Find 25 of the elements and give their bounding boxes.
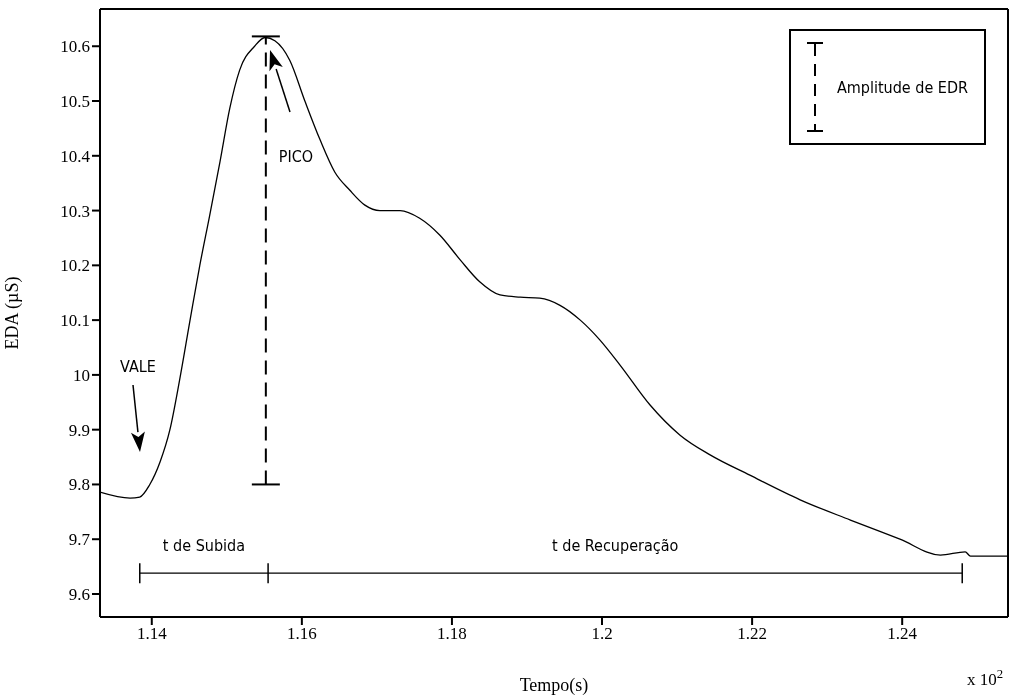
y-tick-label: 10.6 — [60, 37, 90, 57]
x-tick-label: 1.18 — [437, 624, 467, 644]
text: Amplitude de EDR — [836, 77, 968, 97]
y-tick-label: 9.8 — [68, 475, 90, 495]
y-tick-label: 10.4 — [60, 146, 91, 166]
x-tick-label: 1.16 — [286, 624, 317, 644]
y-tick-label: 9.9 — [68, 420, 90, 440]
y-tick-label: 10.1 — [60, 311, 90, 331]
text: x 10$^{2}$ — [966, 667, 1003, 689]
annotation: PICO — [278, 147, 314, 166]
y-axis-title: EDA (µS) — [2, 276, 24, 350]
y-tick-label: 9.7 — [68, 530, 91, 550]
y-tick-label: 10.3 — [60, 201, 90, 221]
y-tick-label: 10.5 — [60, 92, 90, 112]
annotation: t de Recuperação — [552, 536, 679, 556]
x-axis-title: Tempo(s) — [519, 675, 589, 695]
annotation: t de Subida — [162, 536, 246, 556]
y-tick-label: 10 — [73, 365, 90, 385]
annotation: VALE — [120, 357, 156, 376]
x-tick-label: 1.2 — [591, 624, 613, 644]
y-tick-label: 10.2 — [60, 256, 90, 276]
x-tick-label: 1.22 — [737, 624, 767, 644]
x-tick-label: 1.14 — [136, 624, 168, 644]
y-tick-label: 9.6 — [68, 585, 90, 605]
x-tick-label: 1.24 — [887, 624, 918, 644]
